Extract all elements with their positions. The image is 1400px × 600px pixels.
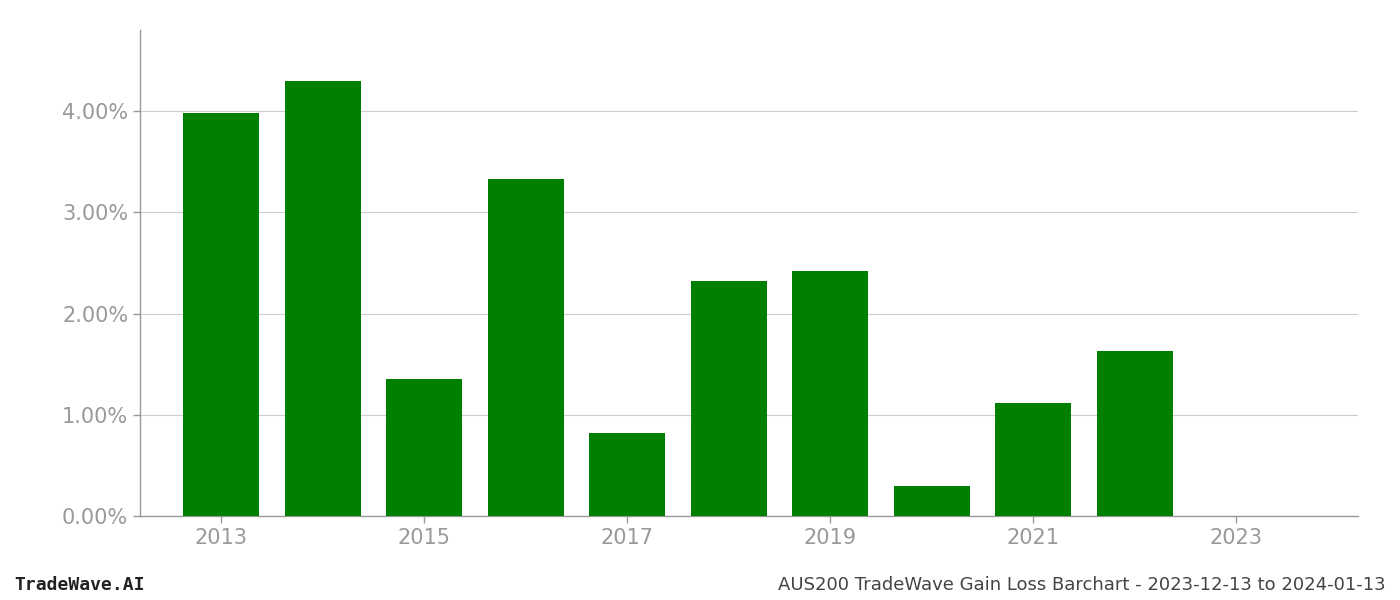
Text: AUS200 TradeWave Gain Loss Barchart - 2023-12-13 to 2024-01-13: AUS200 TradeWave Gain Loss Barchart - 20… (778, 576, 1386, 594)
Bar (183, 113, 259, 516)
Bar (792, 271, 868, 516)
Text: TradeWave.AI: TradeWave.AI (14, 576, 144, 594)
Bar (1096, 351, 1173, 516)
Bar (589, 433, 665, 516)
Bar (386, 379, 462, 516)
Bar (995, 403, 1071, 516)
Bar (893, 485, 970, 516)
Bar (284, 80, 361, 516)
Bar (690, 281, 767, 516)
Bar (487, 179, 564, 516)
